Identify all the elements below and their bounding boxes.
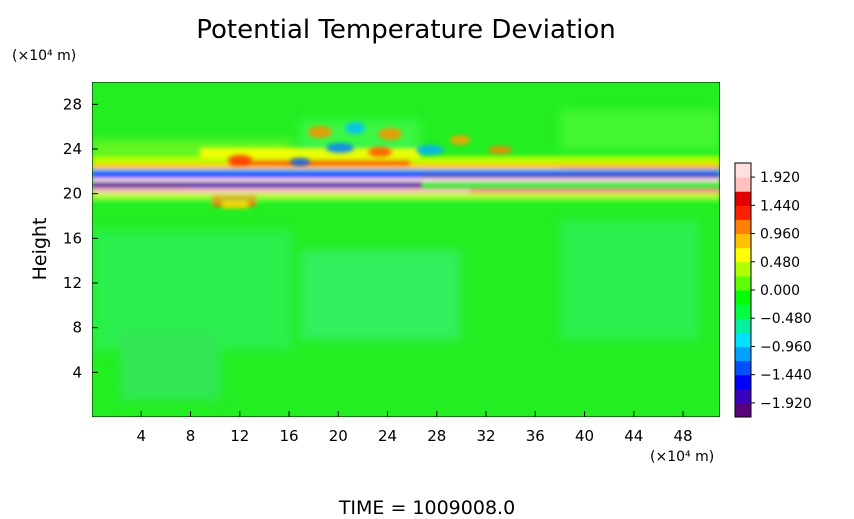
x-tick-label: 16 (279, 427, 298, 445)
colorbar-swatch (735, 191, 751, 206)
x-tick-label: 44 (624, 427, 643, 445)
chart-title: Potential Temperature Deviation (196, 15, 616, 45)
colorbar-swatch (735, 261, 751, 277)
colorbar-label: −1.920 (760, 396, 812, 412)
colorbar-swatch (735, 346, 751, 362)
colorbar-label: 0.960 (760, 227, 800, 243)
colorbar: 1.920 1.440 0.960 0.480 0.000 −0.480 −0.960 −1.… (734, 162, 812, 418)
colorbar-swatch (735, 304, 751, 319)
colorbar-swatch (735, 332, 751, 347)
colorbar-swatch (735, 402, 751, 418)
y-tick-label: 8 (72, 319, 82, 337)
heatmap-field (92, 82, 720, 417)
x-tick-label: 36 (526, 427, 545, 445)
y-tick-label: 16 (63, 229, 82, 247)
colorbar-swatch (735, 163, 751, 178)
x-unit-label: (×10⁴ m) (650, 449, 714, 465)
colorbar-label: −0.480 (760, 311, 812, 327)
x-tick-label: 8 (186, 427, 196, 445)
x-tick-label: 48 (674, 427, 693, 445)
y-tick-label: 28 (63, 95, 82, 113)
x-axis-ticks: 4 8 12 16 20 24 28 32 36 40 44 48 (136, 411, 693, 445)
wave-band (92, 148, 720, 208)
colorbar-label: 1.440 (760, 198, 800, 214)
y-unit-label: (×10⁴ m) (12, 48, 76, 64)
colorbar-swatch (735, 374, 751, 390)
y-tick-label: 4 (72, 363, 82, 381)
colorbar-swatch (735, 290, 751, 305)
y-tick-label: 20 (63, 185, 82, 203)
colorbar-label: −1.440 (760, 368, 812, 384)
y-axis-ticks: 4 8 12 16 20 24 28 (63, 95, 98, 381)
colorbar-swatch (735, 318, 751, 333)
x-tick-label: 32 (476, 427, 495, 445)
colorbar-swatch (735, 219, 751, 235)
colorbar-swatch (735, 360, 751, 376)
colorbar-label: 1.920 (760, 170, 800, 186)
x-tick-label: 24 (378, 427, 397, 445)
y-axis-label: Height (29, 218, 51, 281)
colorbar-label: 0.000 (760, 283, 800, 299)
colorbar-label: 0.480 (760, 255, 800, 271)
colorbar-swatch (735, 247, 751, 263)
colorbar-swatch (735, 233, 751, 249)
x-tick-label: 12 (230, 427, 249, 445)
colorbar-swatch (735, 177, 751, 192)
colorbar-swatch (735, 205, 751, 220)
wave-ripples (228, 122, 512, 166)
y-tick-label: 12 (63, 274, 82, 292)
time-footer: TIME = 1009008.0 (338, 497, 515, 519)
x-tick-label: 40 (575, 427, 594, 445)
colorbar-swatch (735, 275, 751, 291)
x-tick-label: 20 (329, 427, 348, 445)
x-tick-label: 28 (427, 427, 446, 445)
y-tick-label: 24 (63, 140, 82, 158)
x-tick-label: 4 (136, 427, 146, 445)
colorbar-swatch (735, 388, 751, 404)
colorbar-label: −0.960 (760, 339, 812, 355)
